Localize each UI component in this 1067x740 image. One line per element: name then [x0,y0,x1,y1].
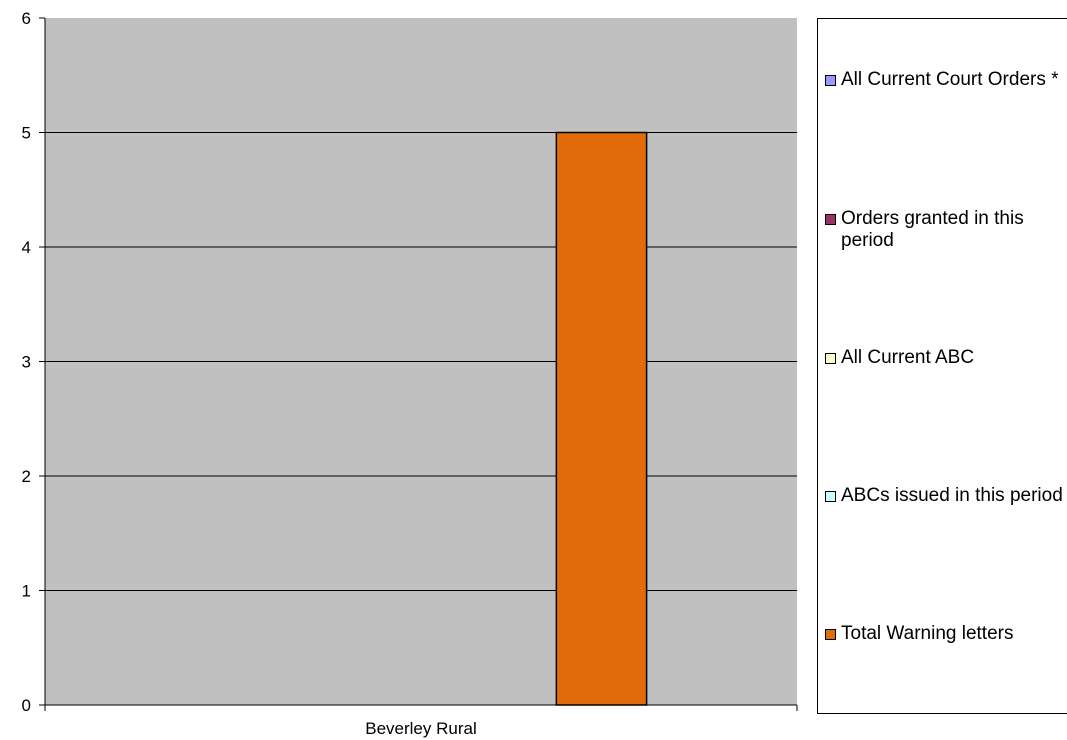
y-tick-label: 1 [22,582,31,601]
legend-swatch [825,629,836,640]
legend-label: Total Warning letters [841,623,1014,644]
legend-label: All Current Court Orders * [841,69,1059,90]
legend-swatch [825,491,836,502]
y-tick-label: 4 [22,238,31,257]
legend-item: Total Warning letters [825,623,1063,645]
x-tick-label: Beverley Rural [365,719,477,738]
y-tick-label: 2 [22,467,31,486]
bars [555,131,648,706]
gridlines [45,132,797,591]
legend-label: All Current ABC [841,347,975,368]
legend-item: All Current ABC [825,347,1063,369]
x-axis: Beverley Rural [44,704,798,738]
legend-swatch [825,214,836,225]
legend-item: Orders granted in this period [825,208,1063,252]
legend-swatch [825,75,836,86]
legend: All Current Court Orders * Orders grante… [817,18,1067,714]
y-axis: 0 1 2 3 4 5 6 [22,9,46,715]
legend-label: Orders granted in this period [841,208,1024,251]
legend-item: All Current Court Orders * [825,69,1063,91]
legend-label: ABCs issued in this period [841,485,1063,506]
y-tick-label: 0 [22,696,31,715]
y-tick-label: 6 [22,9,31,28]
y-tick-label: 5 [22,124,31,143]
bar [555,131,648,706]
legend-item: ABCs issued in this period [825,485,1063,507]
legend-swatch [825,353,836,364]
y-tick-label: 3 [22,353,31,372]
